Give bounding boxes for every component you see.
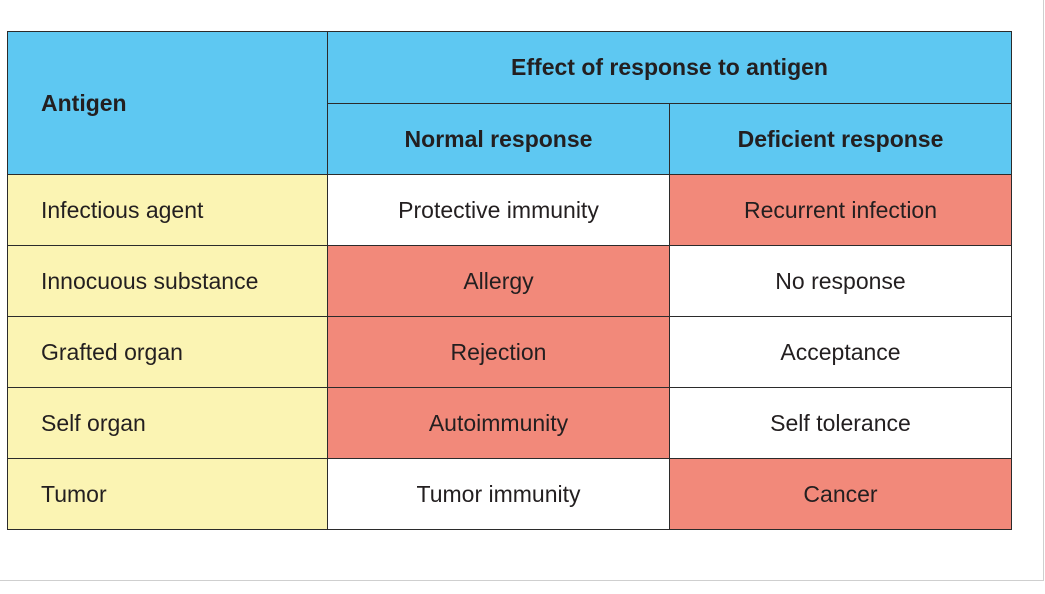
antigen-label: Grafted organ [7, 316, 328, 388]
table-row: Grafted organ Rejection Acceptance [7, 316, 1012, 388]
table-row: Tumor Tumor immunity Cancer [7, 458, 1012, 530]
deficient-response-header: Deficient response [669, 103, 1012, 175]
normal-response-cell: Rejection [327, 316, 670, 388]
antigen-label: Innocuous substance [7, 245, 328, 317]
figure-frame [0, 0, 1044, 581]
deficient-response-cell: Acceptance [669, 316, 1012, 388]
deficient-response-cell: Cancer [669, 458, 1012, 530]
deficient-response-cell: No response [669, 245, 1012, 317]
normal-response-header: Normal response [327, 103, 670, 175]
normal-response-cell: Allergy [327, 245, 670, 317]
normal-response-cell: Protective immunity [327, 174, 670, 246]
antigen-response-table: Antigen Effect of response to antigen No… [7, 31, 1012, 530]
normal-response-cell: Autoimmunity [327, 387, 670, 459]
antigen-column-header: Antigen [7, 31, 328, 175]
table-row: Infectious agent Protective immunity Rec… [7, 174, 1012, 246]
effect-group-header: Effect of response to antigen [327, 31, 1012, 104]
header-row-sub: Normal response Deficient response [8, 103, 1012, 175]
table-row: Self organ Autoimmunity Self tolerance [7, 387, 1012, 459]
antigen-label: Self organ [7, 387, 328, 459]
antigen-label: Tumor [7, 458, 328, 530]
deficient-response-cell: Self tolerance [669, 387, 1012, 459]
table-row: Innocuous substance Allergy No response [7, 245, 1012, 317]
header-row-top: Antigen Effect of response to antigen [7, 31, 1012, 175]
antigen-label: Infectious agent [7, 174, 328, 246]
normal-response-cell: Tumor immunity [327, 458, 670, 530]
deficient-response-cell: Recurrent infection [669, 174, 1012, 246]
